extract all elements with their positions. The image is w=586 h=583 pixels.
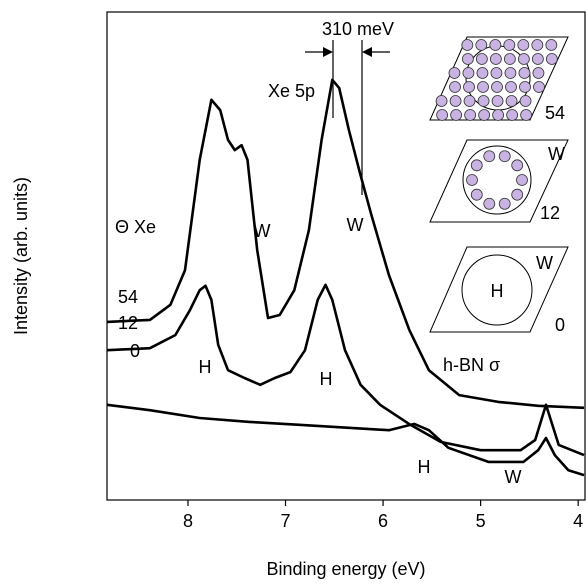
atom bbox=[511, 159, 524, 172]
x-tick-label: 5 bbox=[476, 511, 486, 531]
inset bbox=[429, 246, 569, 333]
atom bbox=[435, 95, 448, 107]
x-tick-label: 8 bbox=[183, 511, 193, 531]
atom bbox=[517, 39, 530, 51]
annotation: H bbox=[418, 457, 431, 477]
atom bbox=[498, 150, 511, 163]
atom bbox=[517, 53, 530, 65]
y-axis-label: Intensity (arb. units) bbox=[11, 177, 31, 335]
atom bbox=[478, 109, 491, 121]
atom bbox=[491, 95, 504, 107]
atom bbox=[505, 95, 518, 107]
series-line bbox=[106, 283, 585, 457]
series-label: 0 bbox=[130, 341, 140, 361]
atom bbox=[511, 188, 524, 201]
annotation: W bbox=[254, 221, 271, 241]
annotation: H bbox=[199, 357, 212, 377]
inset-label: W bbox=[548, 144, 565, 164]
atom bbox=[492, 109, 505, 121]
atom bbox=[449, 95, 462, 107]
x-tick-label: 6 bbox=[378, 511, 388, 531]
inset-label: 12 bbox=[540, 203, 560, 223]
atom bbox=[545, 53, 558, 65]
atom bbox=[489, 39, 502, 51]
atom bbox=[475, 53, 488, 65]
atom bbox=[505, 81, 517, 93]
atom bbox=[475, 39, 488, 51]
atom bbox=[489, 53, 502, 65]
x-tick-label: 7 bbox=[281, 511, 291, 531]
inset-label: W bbox=[536, 253, 553, 273]
annotation: W bbox=[505, 467, 522, 487]
annotation: H bbox=[320, 369, 333, 389]
atom bbox=[531, 53, 544, 65]
atom bbox=[506, 109, 519, 121]
atom bbox=[476, 67, 489, 79]
plot-frame bbox=[106, 11, 586, 501]
atom bbox=[477, 95, 490, 107]
inset-label: 54 bbox=[545, 103, 565, 123]
atom bbox=[477, 81, 489, 93]
atom bbox=[531, 39, 544, 51]
atom bbox=[532, 67, 545, 79]
inset bbox=[429, 36, 569, 121]
atom bbox=[504, 67, 517, 79]
atom bbox=[533, 81, 545, 93]
atom bbox=[470, 188, 483, 201]
atom bbox=[518, 67, 531, 79]
series-line bbox=[106, 403, 585, 477]
atom bbox=[466, 174, 478, 186]
atom bbox=[503, 39, 516, 51]
atom bbox=[462, 67, 475, 79]
x-axis-label: Binding energy (eV) bbox=[266, 559, 425, 579]
atom bbox=[463, 95, 476, 107]
annotation: W bbox=[347, 215, 364, 235]
atom bbox=[519, 95, 532, 107]
atom bbox=[461, 39, 474, 51]
atom bbox=[490, 67, 503, 79]
atom bbox=[449, 81, 461, 93]
atom bbox=[464, 109, 477, 121]
atom bbox=[545, 39, 558, 51]
atom bbox=[448, 67, 461, 79]
series-label: 54 bbox=[118, 287, 138, 307]
inset-label: H bbox=[491, 281, 504, 301]
atom bbox=[516, 174, 528, 186]
atom bbox=[461, 53, 474, 65]
atom bbox=[503, 53, 516, 65]
atom bbox=[483, 150, 496, 163]
x-tick-label: 4 bbox=[573, 511, 583, 531]
atom bbox=[483, 197, 496, 210]
annotation: Xe 5p bbox=[268, 81, 315, 101]
atom bbox=[498, 197, 511, 210]
annotation: Θ Xe bbox=[115, 217, 156, 237]
atom bbox=[519, 81, 531, 93]
series-line bbox=[106, 78, 585, 410]
atom bbox=[491, 81, 503, 93]
atom bbox=[450, 109, 463, 121]
annotation: 310 meV bbox=[322, 19, 394, 39]
annotation: h-BN σ bbox=[443, 355, 500, 375]
atom bbox=[520, 109, 533, 121]
series-label: 12 bbox=[118, 313, 138, 333]
inset-label: 0 bbox=[555, 315, 565, 335]
atom bbox=[436, 109, 449, 121]
inset bbox=[429, 139, 569, 223]
atom bbox=[470, 159, 483, 172]
atom bbox=[463, 81, 475, 93]
